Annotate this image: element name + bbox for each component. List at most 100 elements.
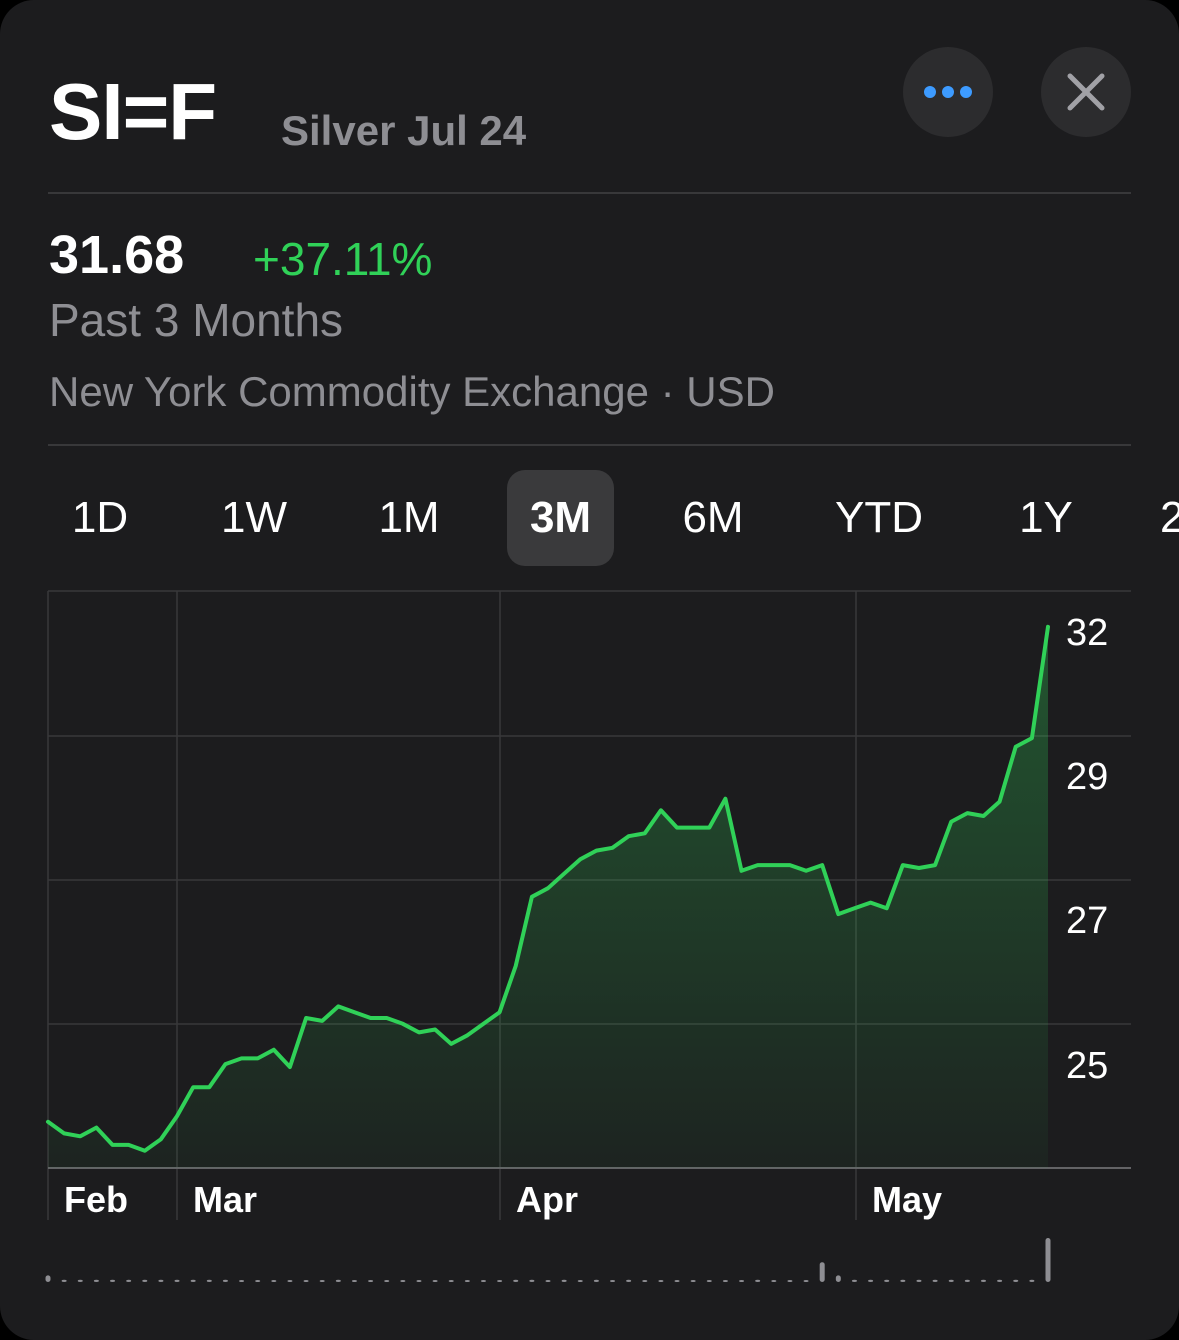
volume-bar [93, 1279, 99, 1282]
volume-bar [303, 1280, 309, 1282]
volume-bar [561, 1279, 567, 1282]
volume-bar [384, 1280, 390, 1282]
data-point [852, 906, 856, 910]
data-point [223, 1062, 227, 1066]
data-point [240, 1056, 244, 1060]
data-point [723, 797, 727, 801]
instrument-name: Silver Jul 24 [281, 107, 527, 154]
volume-bar [1013, 1279, 1019, 1282]
data-point [562, 872, 566, 876]
data-point [369, 1016, 373, 1020]
data-point [998, 800, 1002, 804]
volume-bar [416, 1280, 422, 1282]
data-point [917, 866, 921, 870]
volume-bar [61, 1279, 67, 1282]
data-point [836, 912, 840, 916]
volume-bar [980, 1279, 986, 1282]
volume-bar [255, 1280, 261, 1282]
volume-bar [658, 1280, 664, 1282]
range-6m[interactable]: 6M [682, 493, 744, 542]
volume-bar [610, 1280, 616, 1282]
data-point [756, 863, 760, 867]
more-button[interactable] [903, 47, 993, 137]
volume-bar [529, 1279, 535, 1282]
volume-bar [368, 1280, 374, 1282]
data-point [256, 1056, 260, 1060]
range-3m[interactable]: 3M [507, 470, 614, 566]
data-point [127, 1143, 131, 1147]
data-point [707, 826, 711, 830]
y-tick-label: 32 [1066, 612, 1108, 654]
data-point [1046, 625, 1050, 629]
volume-bar [110, 1279, 116, 1282]
volume-bar [222, 1279, 228, 1282]
data-point [1030, 736, 1034, 740]
header-divider [48, 192, 1131, 194]
volume-bar [851, 1279, 857, 1282]
volume-bar [868, 1279, 874, 1282]
x-tick-label: Feb [64, 1179, 128, 1220]
range-1m[interactable]: 1M [378, 493, 440, 542]
data-point [288, 1065, 292, 1069]
data-point [820, 863, 824, 867]
volume-bar [706, 1280, 712, 1282]
y-tick-label: 29 [1066, 756, 1108, 798]
volume-bar [287, 1280, 293, 1282]
range-selector: 1D 1W 1M 3M 6M YTD 1Y 2 [0, 470, 1179, 566]
volume-bar [642, 1280, 648, 1282]
volume-bar [577, 1280, 583, 1282]
volume-bar [335, 1279, 341, 1282]
data-point [1014, 745, 1018, 749]
volume-bar [158, 1279, 164, 1282]
data-point [401, 1022, 405, 1026]
data-point [804, 869, 808, 873]
volume-bar [593, 1279, 599, 1282]
volume-bar [239, 1280, 245, 1282]
volume-bar [464, 1280, 470, 1282]
volume-bar [722, 1280, 728, 1282]
ellipsis-icon [924, 86, 972, 98]
range-1w[interactable]: 1W [221, 493, 287, 542]
volume-bar [432, 1280, 438, 1282]
range-ytd[interactable]: YTD [835, 493, 923, 542]
data-point [207, 1085, 211, 1089]
volume-bar [739, 1280, 745, 1282]
data-point [901, 863, 905, 867]
data-point [272, 1048, 276, 1052]
data-point [659, 808, 663, 812]
volume-bar [900, 1279, 906, 1282]
exchange-label: New York Commodity Exchange · USD [49, 368, 775, 415]
volume-bar [448, 1280, 454, 1282]
data-point [191, 1085, 195, 1089]
data-point [514, 964, 518, 968]
x-tick-label: May [872, 1179, 942, 1220]
volume-bar [997, 1279, 1003, 1282]
data-point [772, 863, 776, 867]
volume-bar [142, 1279, 148, 1282]
current-price: 31.68 [49, 225, 185, 285]
ticker-symbol: SI=F [49, 67, 217, 156]
range-1d[interactable]: 1D [71, 493, 129, 542]
price-line [46, 624, 1050, 1153]
volume-bar [932, 1279, 938, 1282]
close-button[interactable] [1041, 47, 1131, 137]
data-point [643, 831, 647, 835]
data-point [578, 857, 582, 861]
range-1y[interactable]: 1Y [1019, 493, 1073, 542]
period-label: Past 3 Months [49, 294, 344, 346]
x-tick-label: Apr [516, 1179, 578, 1220]
data-point [94, 1126, 98, 1130]
data-point [449, 1042, 453, 1046]
volume-bar [755, 1279, 761, 1282]
data-point [304, 1016, 308, 1020]
volume-bar [126, 1279, 132, 1282]
volume-bar [964, 1279, 970, 1282]
data-point [62, 1131, 66, 1135]
volume-bar [771, 1280, 777, 1282]
volume-bar [1045, 1238, 1051, 1282]
range-2y[interactable]: 2 [1160, 493, 1179, 542]
price-area-fill [48, 626, 1048, 1168]
data-point [740, 869, 744, 873]
